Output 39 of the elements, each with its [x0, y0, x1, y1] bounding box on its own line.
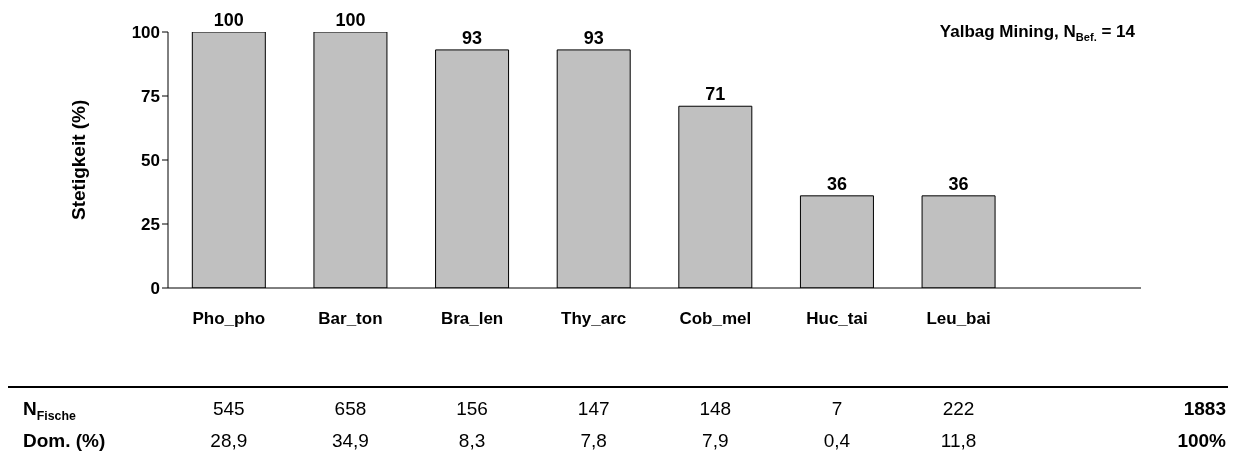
- data-label: 71: [705, 84, 726, 105]
- text: 28,9: [209, 430, 249, 452]
- y-tick-label: 100: [131, 23, 160, 43]
- data-label: 100: [335, 10, 366, 30]
- data-label: 36: [826, 173, 847, 194]
- x-tick-label: Leu_bai: [926, 309, 991, 329]
- text: 545: [211, 398, 246, 420]
- x-tick-label: Bra_len: [440, 309, 504, 329]
- text: 148: [698, 398, 733, 420]
- text: 658: [333, 398, 368, 420]
- y-tick-label: 25: [141, 215, 160, 235]
- text: 156: [455, 398, 489, 420]
- text: 11,8: [939, 430, 978, 452]
- text: Dom. (%): [23, 430, 106, 452]
- text: 1883: [1183, 398, 1226, 420]
- x-tick-label: Cob_mel: [679, 309, 752, 329]
- text: 7,8: [579, 430, 608, 452]
- x-tick-label: Thy_arc: [561, 309, 627, 329]
- text: 7,9: [701, 430, 730, 452]
- text: 100%: [1177, 430, 1226, 452]
- text: N$_{Fische}$: [23, 398, 76, 423]
- text: 7: [830, 398, 844, 420]
- x-tick-label: Huc_tai: [806, 309, 868, 329]
- text: 34,9: [330, 430, 370, 452]
- data-label: 93: [583, 27, 604, 48]
- text: 8,3: [457, 430, 487, 452]
- y-tick-label: 75: [141, 87, 160, 107]
- data-label: 93: [462, 27, 483, 48]
- chart-title: Yalbag Mining, N$_{Bef.}$ = 14: [939, 22, 1135, 44]
- text: 147: [576, 398, 611, 420]
- text: 0,4: [822, 430, 852, 452]
- data-label: 36: [948, 173, 969, 194]
- y-tick-label: 50: [141, 151, 160, 171]
- x-tick-label: Bar_ton: [318, 309, 383, 329]
- data-label: 100: [213, 10, 244, 30]
- y-tick-label: 0: [150, 279, 160, 299]
- text: 222: [941, 398, 976, 420]
- x-tick-label: Pho_pho: [192, 309, 266, 329]
- y-axis-title: Stetigkeit (%): [67, 99, 89, 220]
